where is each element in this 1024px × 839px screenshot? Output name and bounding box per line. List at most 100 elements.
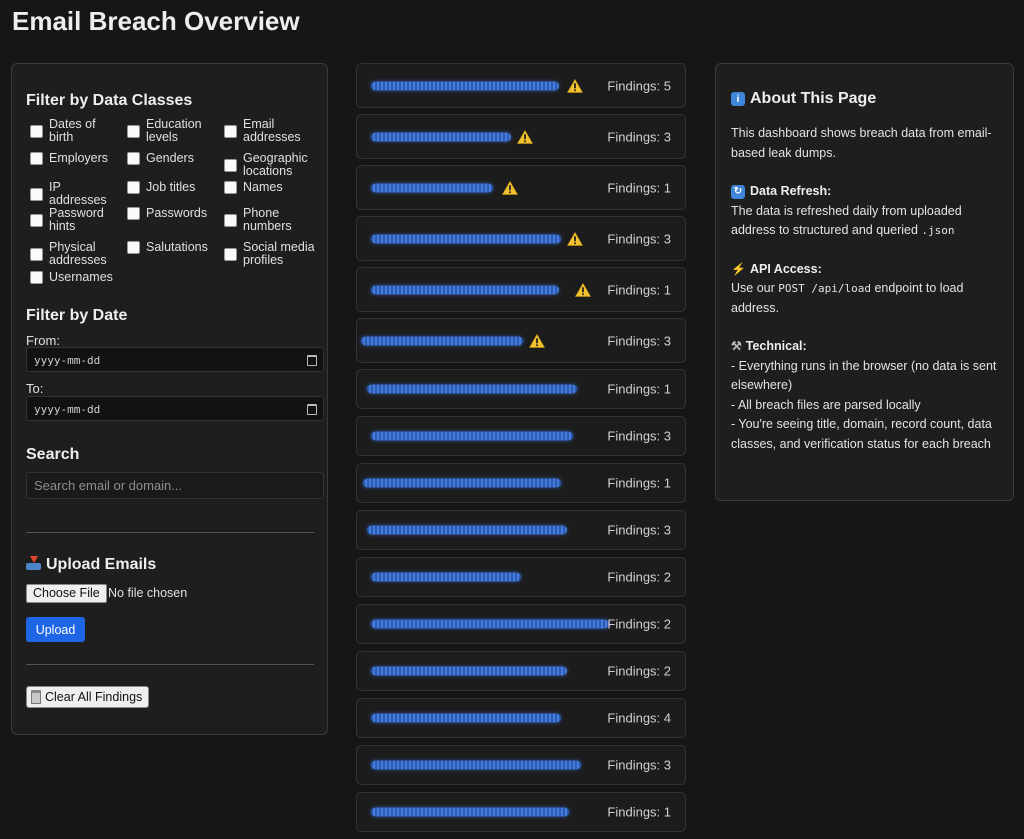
clear-all-findings-label: Clear All Findings <box>45 690 143 704</box>
finding-row[interactable]: Findings: 1 <box>356 369 686 409</box>
data-class-label: Names <box>243 180 283 194</box>
data-class-label: Physical addresses <box>49 240 107 267</box>
data-class-label: Employers <box>49 151 109 165</box>
finding-row[interactable]: Findings: 5 <box>356 63 686 108</box>
from-date-placeholder: yyyy-mm-dd <box>34 354 101 367</box>
data-class-label: Usernames <box>49 270 113 284</box>
trash-icon <box>31 690 41 704</box>
data-class-checkbox[interactable]: Dates of birth <box>30 118 120 144</box>
data-class-checkbox[interactable]: Password hints <box>30 207 120 233</box>
checkbox-box[interactable] <box>30 187 43 201</box>
checkbox-box[interactable] <box>127 207 140 220</box>
checkbox-box[interactable] <box>30 271 43 284</box>
findings-count: Findings: 1 <box>607 475 671 491</box>
upload-button[interactable]: Upload <box>26 617 85 642</box>
checkbox-box[interactable] <box>224 124 237 138</box>
findings-count: Findings: 1 <box>607 381 671 397</box>
findings-count: Findings: 2 <box>607 569 671 585</box>
finding-row[interactable]: Findings: 1 <box>356 463 686 503</box>
checkbox-box[interactable] <box>30 152 43 165</box>
warning-icon <box>529 333 545 348</box>
redacted-email <box>361 336 523 345</box>
search-input[interactable] <box>26 472 324 499</box>
finding-row[interactable]: Findings: 4 <box>356 698 686 738</box>
checkbox-box[interactable] <box>224 213 237 227</box>
no-file-text: No file chosen <box>108 586 188 600</box>
data-class-checkbox[interactable]: Email addresses <box>224 118 316 144</box>
data-refresh-title: Data Refresh: <box>750 184 832 198</box>
finding-row[interactable]: Findings: 3 <box>356 318 686 363</box>
data-class-checkbox[interactable]: IP addresses <box>30 181 120 207</box>
findings-count: Findings: 3 <box>607 129 671 144</box>
technical-item: - All breach files are parsed locally <box>731 397 921 412</box>
finding-row[interactable]: Findings: 3 <box>356 510 686 550</box>
checkbox-box[interactable] <box>127 241 140 254</box>
calendar-icon[interactable] <box>307 355 317 366</box>
clear-all-findings-button[interactable]: Clear All Findings <box>26 686 150 708</box>
data-class-label: Dates of birth <box>49 117 96 144</box>
redacted-email <box>371 619 609 629</box>
api-access-text: Use our POST /api/load endpoint to load … <box>731 279 998 318</box>
data-class-checkbox[interactable]: Job titles <box>127 181 217 194</box>
data-class-checkbox[interactable]: Physical addresses <box>30 241 120 267</box>
warning-icon <box>502 180 518 195</box>
warning-icon <box>567 78 583 93</box>
finding-row[interactable]: Findings: 1 <box>356 165 686 210</box>
data-class-checkbox[interactable]: Geographic locations <box>224 152 316 178</box>
data-class-label: Passwords <box>146 206 208 220</box>
finding-row[interactable]: Findings: 3 <box>356 114 686 159</box>
to-date-placeholder: yyyy-mm-dd <box>34 403 101 416</box>
finding-row[interactable]: Findings: 3 <box>356 216 686 261</box>
data-class-checkbox[interactable]: Employers <box>30 152 120 165</box>
finding-row[interactable]: Findings: 3 <box>356 745 686 785</box>
checkbox-box[interactable] <box>224 158 237 172</box>
page-title: Email Breach Overview <box>12 6 300 36</box>
checkbox-box[interactable] <box>127 181 140 194</box>
data-class-checkbox[interactable]: Salutations <box>127 241 217 254</box>
data-class-checkbox[interactable]: Passwords <box>127 207 217 220</box>
data-class-checkbox[interactable]: Social media profiles <box>224 241 316 267</box>
data-class-label: Job titles <box>146 180 196 194</box>
finding-row[interactable]: Findings: 1 <box>356 792 686 832</box>
checkbox-box[interactable] <box>30 124 43 138</box>
technical-item: - You're seeing title, domain, record co… <box>731 417 992 451</box>
findings-count: Findings: 5 <box>607 78 671 93</box>
finding-row[interactable]: Findings: 3 <box>356 416 686 456</box>
data-class-label: Geographic locations <box>243 151 308 178</box>
data-class-checkbox[interactable]: Education levels <box>127 118 217 144</box>
checkbox-box[interactable] <box>30 247 43 261</box>
finding-row[interactable]: Findings: 1 <box>356 267 686 312</box>
data-classes-heading: Filter by Data Classes <box>26 92 193 109</box>
json-code: .json <box>921 224 955 237</box>
data-class-checkbox[interactable]: Phone numbers <box>224 207 316 233</box>
data-refresh-heading: ↻ Data Refresh: <box>731 182 998 202</box>
upload-heading-text: Upload Emails <box>46 556 157 573</box>
data-class-label: IP addresses <box>49 180 107 207</box>
redacted-email <box>371 81 559 90</box>
hammer-wrench-icon: ⚒ <box>731 339 742 353</box>
checkbox-box[interactable] <box>224 247 237 261</box>
finding-row[interactable]: Findings: 2 <box>356 604 686 644</box>
warning-icon <box>575 282 591 297</box>
redacted-email <box>371 285 559 294</box>
findings-count: Findings: 1 <box>607 180 671 195</box>
to-date-input[interactable]: yyyy-mm-dd <box>26 396 324 421</box>
checkbox-box[interactable] <box>224 181 237 194</box>
finding-row[interactable]: Findings: 2 <box>356 557 686 597</box>
checkbox-box[interactable] <box>127 124 140 138</box>
redacted-email <box>371 132 511 141</box>
calendar-icon[interactable] <box>307 404 317 415</box>
redacted-email <box>367 525 567 535</box>
finding-row[interactable]: Findings: 2 <box>356 651 686 691</box>
findings-count: Findings: 3 <box>607 231 671 246</box>
checkbox-box[interactable] <box>30 213 43 227</box>
from-date-input[interactable]: yyyy-mm-dd <box>26 347 324 372</box>
data-class-checkbox[interactable]: Usernames <box>30 271 120 284</box>
data-class-checkbox[interactable]: Names <box>224 181 316 194</box>
checkbox-box[interactable] <box>127 152 140 165</box>
data-refresh-body: The data is refreshed daily from uploade… <box>731 203 962 238</box>
filter-panel: Filter by Data Classes Dates of birth Edu… <box>11 63 328 735</box>
data-class-checkbox[interactable]: Genders <box>127 152 217 165</box>
redacted-email <box>371 760 581 770</box>
choose-file-button[interactable]: Choose File <box>26 584 107 603</box>
